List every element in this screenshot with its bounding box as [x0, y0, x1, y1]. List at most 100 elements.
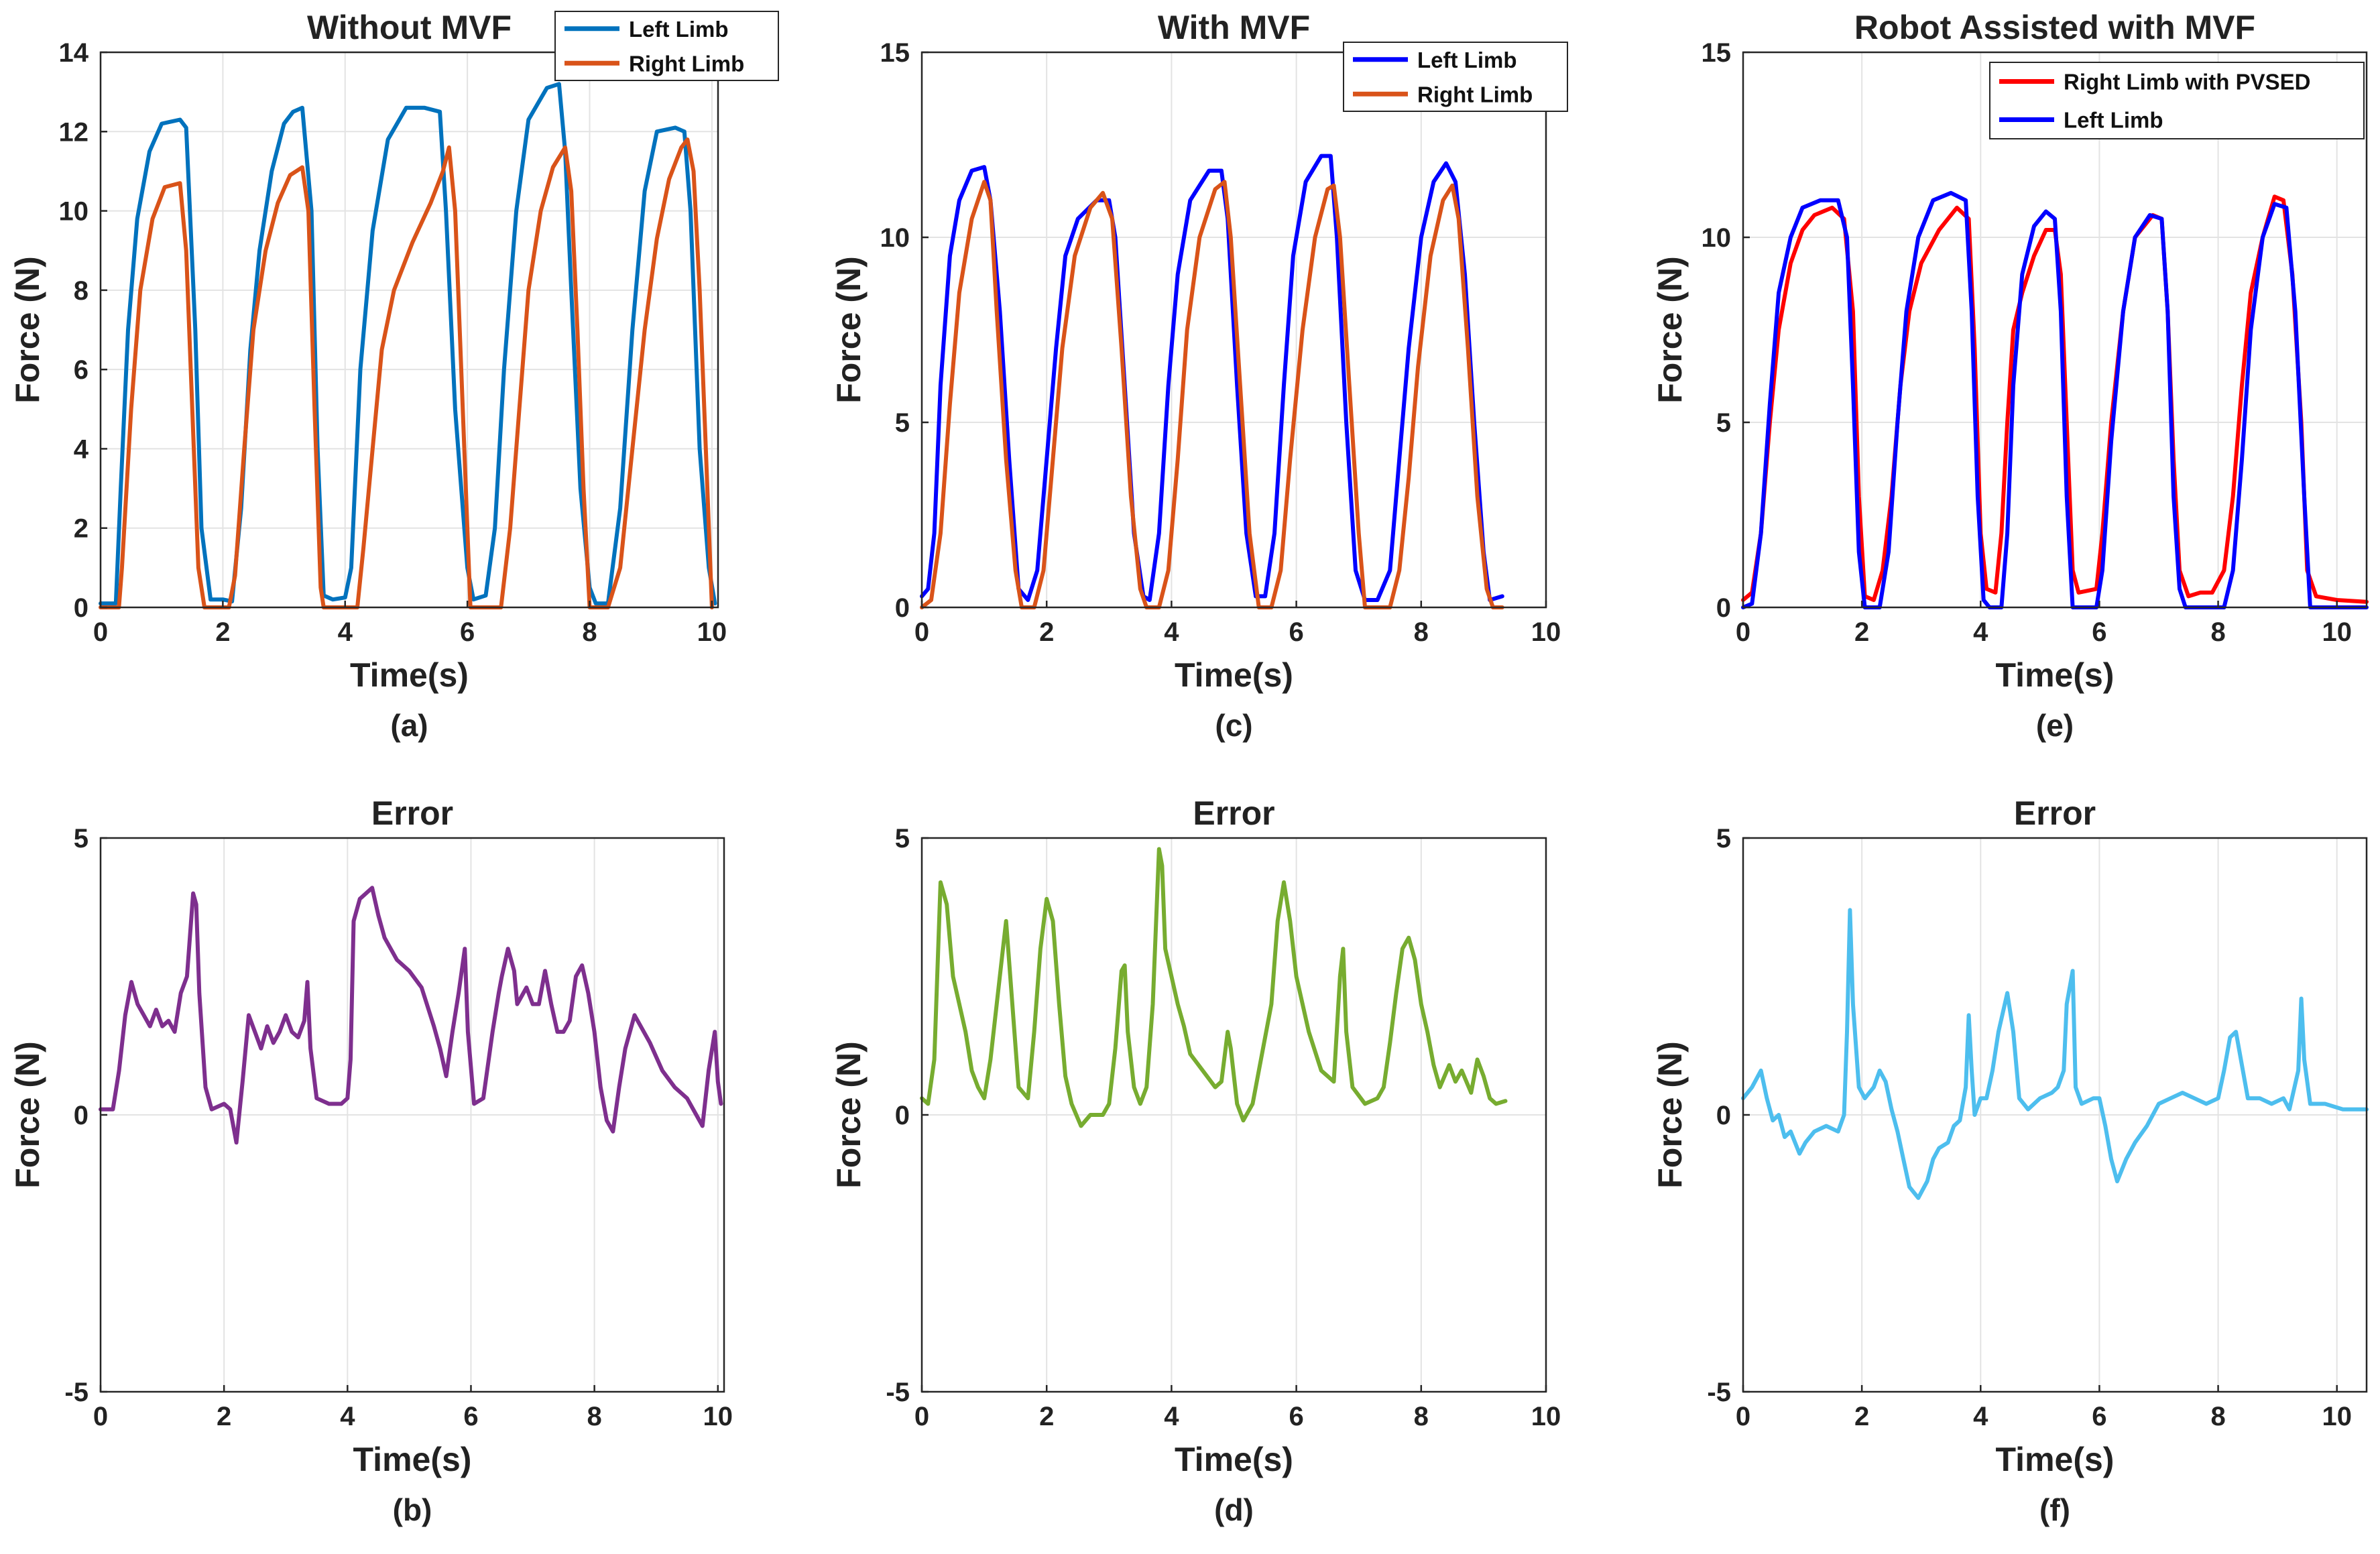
chart-panel-e: 0 2 4 6 8 10 0 5 10 15 Robot Assisted with MVF Time… — [1651, 9, 2369, 743]
y-tick-label: 0 — [1716, 1101, 1731, 1130]
chart-title: Error — [371, 794, 453, 832]
series-line-b-0 — [99, 886, 723, 1145]
panel-caption: (e) — [2036, 708, 2074, 743]
y-tick-label: 0 — [895, 593, 910, 623]
y-axis-label: Force (N) — [830, 1041, 868, 1188]
legend-entry: Left Limb — [2064, 108, 2163, 133]
x-tick-label: 10 — [703, 1402, 733, 1431]
chart-title: Robot Assisted with MVF — [1854, 9, 2255, 46]
series-line-a-1 — [99, 137, 714, 609]
y-tick-label: 0 — [74, 593, 88, 623]
legend: Left Limb Right Limb — [1343, 42, 1568, 112]
x-tick-label: 8 — [582, 617, 597, 647]
x-tick-label: 10 — [2322, 1402, 2352, 1431]
x-tick-label: 0 — [93, 617, 108, 647]
x-axis-label: Time(s) — [350, 656, 469, 694]
x-tick-label: 0 — [914, 617, 929, 647]
y-tick-label: 12 — [59, 117, 89, 147]
x-tick-label: 6 — [2092, 1402, 2106, 1431]
y-tick-label: 6 — [74, 355, 88, 385]
x-tick-label: 8 — [2210, 617, 2225, 647]
x-tick-label: 4 — [338, 617, 353, 647]
y-axis-label: Force (N) — [1651, 1041, 1689, 1188]
y-axis-label: Force (N) — [9, 1041, 46, 1188]
x-tick-label: 4 — [1973, 617, 1988, 647]
y-tick-label: -5 — [886, 1378, 910, 1407]
y-tick-label: 10 — [1702, 223, 1732, 253]
x-tick-label: 2 — [1854, 617, 1869, 647]
y-tick-label: 0 — [895, 1101, 910, 1130]
chart-panel-c: 0 2 4 6 8 10 0 5 10 15 With MVF Time(s) Force (N) (c)… — [830, 9, 1568, 743]
x-tick-label: 4 — [1164, 617, 1179, 647]
x-tick-label: 6 — [1289, 617, 1303, 647]
y-axis-label: Force (N) — [9, 256, 46, 403]
y-tick-label: 8 — [74, 276, 88, 306]
panel-caption: (a) — [390, 708, 428, 743]
y-tick-label: 5 — [895, 408, 910, 438]
x-tick-label: 2 — [1039, 617, 1054, 647]
panel-caption: (d) — [1214, 1492, 1254, 1527]
legend-entry: Right Limb — [629, 51, 744, 76]
x-tick-label: 8 — [1414, 1402, 1429, 1431]
plot-frame — [920, 51, 1547, 609]
legend-entry: Left Limb — [629, 17, 728, 42]
x-tick-label: 0 — [1736, 617, 1750, 647]
x-tick-label: 2 — [1039, 1402, 1054, 1431]
x-axis-label: Time(s) — [1996, 656, 2115, 694]
y-tick-label: 0 — [1716, 593, 1731, 623]
x-tick-label: 10 — [1531, 1402, 1561, 1431]
x-tick-label: 2 — [217, 1402, 231, 1431]
x-tick-label: 10 — [1531, 617, 1561, 647]
y-tick-label: 5 — [1716, 824, 1731, 853]
y-tick-label: 5 — [895, 824, 910, 853]
x-tick-label: 6 — [2092, 617, 2106, 647]
series-line-c-0 — [920, 154, 1504, 602]
x-tick-label: 8 — [1414, 617, 1429, 647]
y-tick-label: -5 — [64, 1378, 88, 1407]
plot-frame — [99, 51, 719, 609]
chart-title: Error — [1193, 794, 1274, 832]
legend-entry: Right Limb — [1417, 82, 1533, 107]
series-line-f-0 — [1741, 908, 2369, 1200]
y-tick-label: 15 — [880, 38, 910, 68]
y-tick-label: -5 — [1707, 1378, 1731, 1407]
x-tick-label: 4 — [340, 1402, 355, 1431]
chart-panel-a: 0 2 4 6 8 10 0 2 4 6 8 10 12 14 Without MVF Time(s) Forc… — [9, 9, 779, 743]
legend: Right Limb with PVSED Left Limb — [1989, 62, 2365, 139]
x-tick-label: 2 — [215, 617, 230, 647]
x-tick-label: 4 — [1973, 1402, 1988, 1431]
legend-entry: Left Limb — [1417, 48, 1516, 72]
y-axis-label: Force (N) — [1651, 256, 1689, 403]
x-tick-label: 0 — [914, 1402, 929, 1431]
series-line-e-1 — [1741, 190, 2369, 609]
x-tick-label: 2 — [1854, 1402, 1869, 1431]
x-tick-label: 10 — [697, 617, 727, 647]
x-tick-label: 8 — [587, 1402, 602, 1431]
series-line-a-0 — [99, 82, 717, 606]
series-line-e-0 — [1741, 194, 2369, 604]
y-tick-label: 14 — [59, 38, 89, 68]
y-tick-label: 10 — [59, 197, 89, 227]
panel-caption: (c) — [1215, 708, 1252, 743]
x-axis-label: Time(s) — [353, 1441, 472, 1478]
legend-box — [1343, 42, 1568, 112]
y-tick-label: 15 — [1702, 38, 1732, 68]
x-tick-label: 8 — [2210, 1402, 2225, 1431]
chart-title: With MVF — [1158, 9, 1310, 46]
plot-frame — [1742, 51, 2368, 609]
series-line-d-0 — [920, 847, 1508, 1128]
x-tick-label: 6 — [463, 1402, 478, 1431]
panel-caption: (b) — [393, 1492, 432, 1527]
x-axis-label: Time(s) — [1175, 656, 1293, 694]
x-tick-label: 10 — [2322, 617, 2352, 647]
legend: Left Limb Right Limb — [554, 11, 779, 81]
series-line-c-1 — [920, 180, 1504, 609]
y-tick-label: 5 — [1716, 408, 1731, 438]
y-tick-label: 2 — [74, 514, 88, 544]
x-tick-label: 6 — [460, 617, 475, 647]
x-tick-label: 4 — [1164, 1402, 1179, 1431]
